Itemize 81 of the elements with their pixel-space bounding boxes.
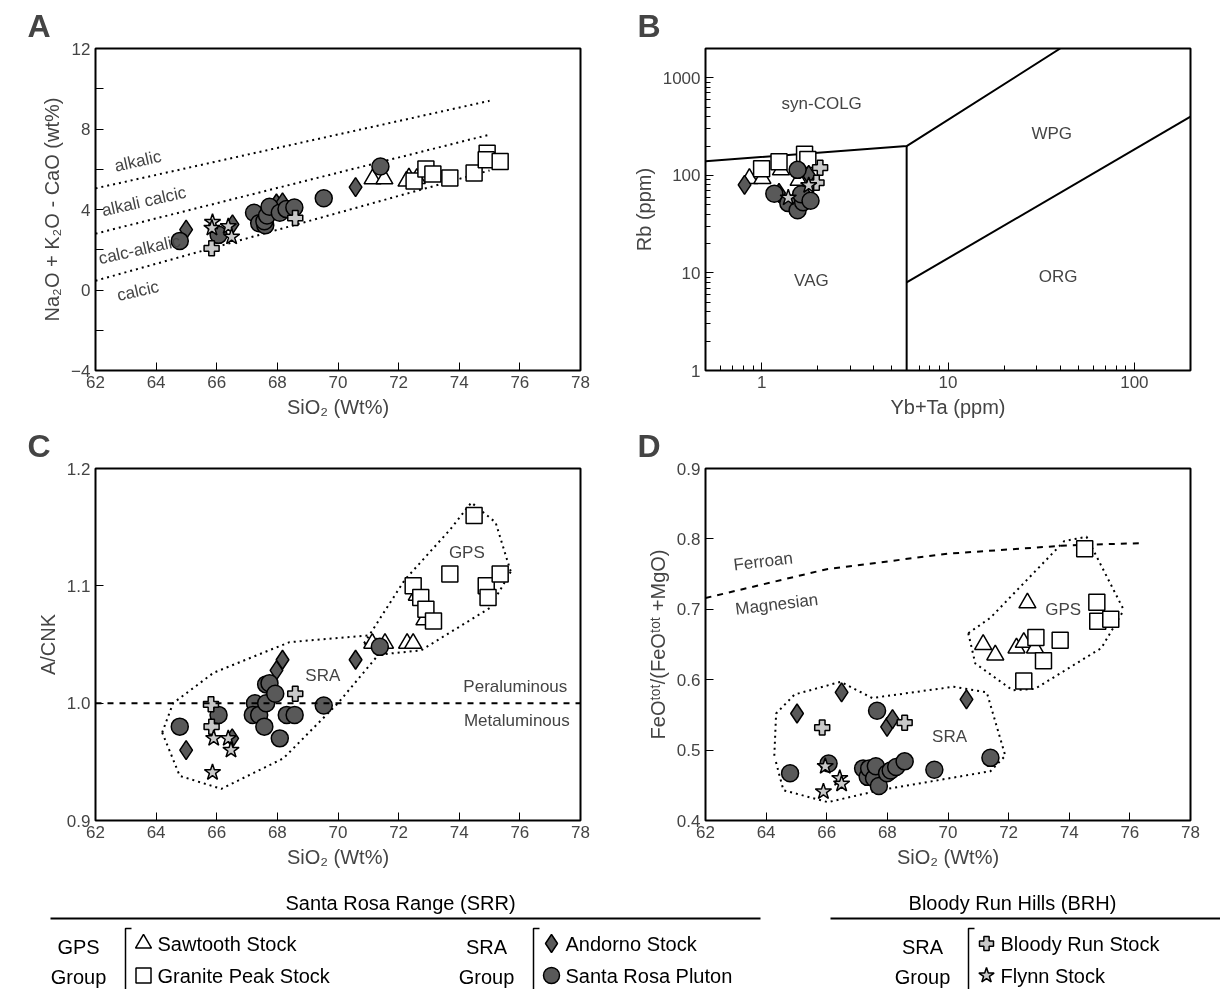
x-tick-label: 74 [1059, 822, 1079, 842]
y-tick-label: 0.5 [676, 741, 701, 761]
annotation: WPG [1031, 123, 1072, 143]
x-tick-label: 72 [389, 372, 409, 392]
y-axis-title: Rb (ppm) [632, 167, 655, 252]
x-tick-label: 64 [146, 822, 166, 842]
x-tick-label: 64 [146, 372, 166, 392]
x-tick-label: 64 [756, 822, 776, 842]
x-tick-label: 66 [207, 372, 227, 392]
annotation: syn-COLG [781, 94, 862, 114]
annotation: ORG [1038, 266, 1078, 286]
legend-label: Flynn Stock [1000, 964, 1106, 987]
annotation: calcic [115, 276, 162, 305]
y-tick-label: 0.7 [676, 600, 701, 620]
text: GPS Group [50, 935, 107, 988]
y-axis-title: FeOᵗᵒᵗ/(FeOᵗᵒᵗ +MgO) [646, 549, 669, 740]
annotation: Metaluminous [463, 711, 570, 731]
annotation: Peraluminous [463, 677, 568, 697]
y-axis-title: Na₂O + K₂O - CaO (wt%) [41, 97, 64, 322]
y-tick-label: 0.8 [676, 529, 701, 549]
x-axis-title: SiO₂ (Wt%) [286, 845, 390, 868]
annotation: VAG [794, 271, 829, 291]
legend-label: Santa Rosa Pluton [565, 964, 733, 987]
y-tick-label: 1.1 [66, 576, 91, 596]
text: Bloody Run Hills (BRH) [908, 891, 1117, 914]
annotation: GPS [1045, 599, 1082, 619]
annotation: SRA [305, 665, 341, 685]
chart-title: A [27, 7, 51, 44]
text: SRA Group [894, 935, 951, 988]
y-axis-title: A/CNK [36, 613, 59, 676]
x-tick-label: 100 [1120, 372, 1149, 392]
x-tick-label: 78 [571, 822, 590, 842]
x-axis-title: SiO₂ (Wt%) [286, 395, 390, 418]
annotation: SRA [932, 726, 968, 746]
x-tick-label: 76 [510, 822, 530, 842]
x-tick-label: 66 [207, 822, 227, 842]
chart-title: B [637, 7, 661, 44]
x-tick-label: 78 [1181, 822, 1200, 842]
annotation: Magnesian [734, 589, 820, 619]
annotation: alkalic [112, 146, 164, 176]
x-tick-label: 68 [267, 372, 287, 392]
y-tick-label: 8 [81, 120, 91, 139]
x-tick-label: 70 [328, 372, 348, 392]
y-tick-label: 100 [672, 166, 701, 186]
annotation: GPS [448, 543, 485, 563]
x-tick-label: 78 [571, 372, 590, 392]
y-tick-label: 1.2 [66, 459, 91, 479]
x-tick-label: 72 [999, 822, 1019, 842]
legend-label: Andorno Stock [565, 932, 698, 955]
y-tick-label: 0 [81, 281, 91, 300]
y-tick-label: 0.9 [676, 459, 701, 479]
y-tick-label: 0.6 [676, 670, 701, 690]
x-tick-label: 74 [449, 822, 469, 842]
x-axis-title: SiO₂ (Wt%) [896, 845, 1000, 868]
legend-label: Sawtooth Stock [157, 932, 298, 955]
chart-title: C [27, 427, 51, 464]
legend-label: Granite Peak Stock [157, 964, 331, 987]
legend-label: Bloody Run Stock [1000, 932, 1161, 955]
text: Santa Rosa Range (SRR) [285, 891, 516, 914]
y-tick-label: 4 [81, 200, 91, 220]
text: SRA Group [458, 935, 515, 988]
x-tick-label: 68 [877, 822, 897, 842]
x-tick-label: 76 [510, 372, 530, 392]
x-tick-label: 10 [938, 372, 958, 392]
y-tick-label: 10 [681, 263, 701, 283]
x-tick-label: 74 [449, 372, 469, 392]
annotation: Ferroan [732, 548, 794, 575]
y-tick-label: 12 [71, 39, 91, 59]
x-tick-label: 1 [756, 372, 767, 392]
x-tick-label: 66 [817, 822, 837, 842]
x-tick-label: 76 [1120, 822, 1140, 842]
x-tick-label: 70 [328, 822, 348, 842]
x-tick-label: 70 [938, 822, 958, 842]
y-tick-label: 1000 [662, 68, 701, 88]
chart-title: D [637, 427, 661, 464]
x-tick-label: 68 [267, 822, 287, 842]
x-tick-label: 72 [389, 822, 409, 842]
y-tick-label: 1.0 [66, 694, 91, 714]
x-axis-title: Yb+Ta (ppm) [890, 395, 1006, 418]
annotation: alkali calcic [99, 182, 189, 221]
annotation: calc-alkalic [96, 231, 183, 269]
